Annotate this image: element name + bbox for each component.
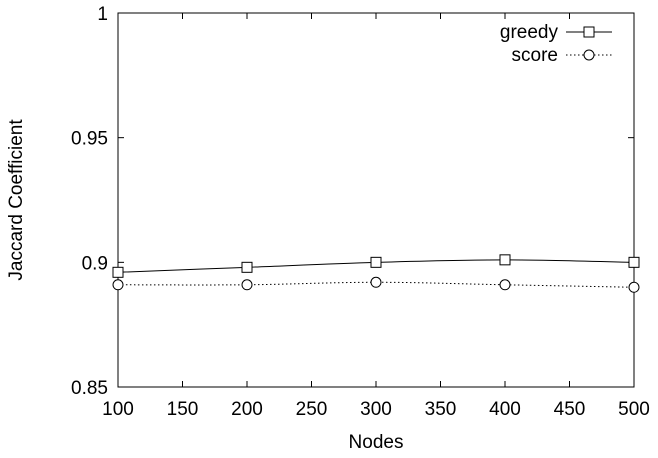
greedy-point	[370, 256, 382, 268]
x-tick-label: 200	[231, 399, 263, 420]
x-axis-title: Nodes	[349, 432, 404, 453]
series-markers	[112, 254, 640, 293]
plot-frame	[117, 12, 635, 388]
score-point	[628, 281, 640, 293]
score-point	[499, 279, 511, 291]
x-tick-label: 150	[167, 399, 199, 420]
legend-marker-score	[583, 49, 595, 61]
greedy-point	[241, 261, 253, 273]
y-tick-label: 1	[97, 4, 108, 25]
y-axis-title: Jaccard Coefficient	[6, 119, 27, 281]
legend-marker-greedy	[583, 26, 595, 38]
legend-label-greedy: greedy	[500, 22, 559, 43]
x-tick-label: 300	[360, 399, 392, 420]
y-tick-label: 0.9	[82, 253, 108, 274]
x-tick-label: 450	[554, 399, 586, 420]
legend-label-score: score	[512, 45, 558, 66]
x-tick-label: 350	[425, 399, 457, 420]
y-tick-label: 0.95	[71, 129, 108, 150]
greedy-point	[628, 256, 640, 268]
x-tick-label: 400	[489, 399, 521, 420]
greedy-point	[112, 266, 124, 278]
y-tick-label: 0.85	[71, 378, 108, 399]
x-tick-label: 100	[102, 399, 134, 420]
greedy-point	[499, 254, 511, 266]
series-line-score	[117, 281, 635, 288]
score-point	[241, 279, 253, 291]
x-tick-label: 500	[618, 399, 650, 420]
x-tick-label: 250	[296, 399, 328, 420]
score-point	[370, 276, 382, 288]
score-point	[112, 279, 124, 291]
axis-ticks: 100 150 200 250 300 350 400 450 500 0.85 0.9 0.95 1	[71, 4, 650, 420]
